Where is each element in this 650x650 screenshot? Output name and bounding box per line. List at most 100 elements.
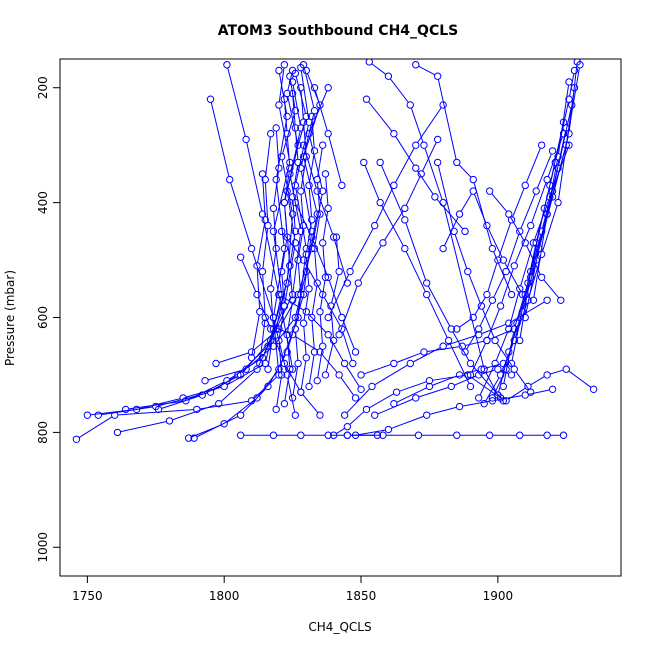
data-point (269, 431, 278, 439)
data-point (302, 66, 310, 75)
data-point (516, 336, 524, 345)
profile-line-segment (482, 308, 495, 338)
profile-line-segment (273, 211, 277, 246)
data-point (236, 411, 245, 419)
data-point (275, 371, 283, 379)
profile-line-segment (358, 429, 386, 436)
profile-line-segment (405, 222, 427, 280)
data-point (537, 273, 546, 281)
data-point (319, 239, 327, 247)
profile-line-segment (295, 76, 306, 114)
data-point (516, 285, 524, 293)
profile-line-segment (443, 205, 484, 367)
data-point (412, 164, 420, 172)
data-point (308, 313, 316, 322)
data-point (291, 124, 300, 132)
data-point (288, 331, 297, 339)
profile-line-segment (374, 364, 408, 386)
profile-line-segment (226, 399, 255, 423)
data-point (299, 118, 308, 126)
profile-line-segment (349, 411, 365, 425)
profile-line-segment (275, 131, 280, 165)
profile-line-segment (526, 148, 541, 183)
profile-line-segment (506, 234, 520, 269)
data-point (392, 388, 401, 396)
profile-line-segment (118, 409, 194, 416)
profile-line-segment (284, 372, 290, 401)
profile-line-segment (303, 159, 317, 211)
data-point (406, 101, 414, 109)
profile-line-segment (454, 234, 468, 269)
data-point (562, 124, 570, 132)
profile-line-segment (472, 365, 502, 399)
profile-line-segment (364, 364, 391, 375)
profile-line-segment (292, 165, 299, 194)
profile-line-segment (530, 376, 545, 386)
data-point (570, 66, 579, 75)
data-point (357, 371, 365, 379)
profile-line-segment (371, 63, 386, 75)
data-point (420, 141, 428, 149)
profile-line-segment (446, 335, 476, 346)
data-point (283, 331, 291, 339)
profile-line-segment (405, 251, 426, 292)
data-point (277, 371, 286, 379)
profile-line-segment (508, 387, 526, 400)
data-point (384, 72, 393, 80)
profile-series (453, 141, 546, 333)
data-point (485, 187, 494, 195)
profile-line-segment (262, 274, 266, 315)
profile-series (297, 112, 319, 396)
data-point (121, 405, 130, 414)
profile-line-segment (444, 216, 459, 246)
profile-series (324, 101, 447, 322)
profile-line-segment (281, 240, 288, 269)
data-point (321, 170, 330, 178)
profile-line-segment (196, 416, 238, 438)
profile-line-segment (289, 234, 296, 263)
profile-line-segment (531, 182, 547, 223)
profile-line-segment (314, 90, 328, 131)
profile-line-segment (325, 343, 334, 372)
data-point (269, 342, 278, 350)
data-point (275, 290, 283, 299)
profile-line-segment (286, 338, 291, 366)
profile-line-segment (317, 349, 323, 378)
profile-line-segment (227, 67, 246, 137)
profile-series (516, 66, 579, 345)
data-point (184, 434, 193, 442)
profile-line-segment (304, 262, 322, 292)
profile-line-segment (289, 79, 296, 108)
data-point (324, 313, 332, 322)
data-point (305, 129, 313, 138)
profile-line-segment (287, 194, 296, 240)
profile-line-segment (479, 366, 495, 396)
profile-line-segment (226, 364, 263, 386)
data-point (294, 158, 302, 167)
data-point (420, 348, 428, 356)
profile-line-segment (340, 377, 354, 396)
data-point (280, 61, 289, 69)
data-point (412, 394, 420, 402)
data-point (516, 431, 524, 439)
profile-line-segment (308, 188, 312, 217)
data-point (425, 376, 434, 385)
profile-line-segment (280, 297, 297, 327)
data-point (335, 267, 343, 276)
profile-line-segment (303, 125, 307, 154)
profile-line-segment (317, 194, 333, 235)
profile-line-segment (309, 90, 328, 131)
data-point (433, 135, 442, 144)
data-point (488, 397, 497, 405)
profile-line-segment (558, 85, 570, 154)
data-point (521, 290, 529, 299)
data-point (524, 382, 532, 391)
data-point (258, 210, 267, 218)
data-point (280, 198, 289, 207)
data-point (373, 431, 382, 439)
profile-series (313, 170, 332, 385)
data-point (212, 359, 220, 368)
profile-line-segment (295, 336, 318, 351)
profile-line-segment (311, 194, 323, 246)
